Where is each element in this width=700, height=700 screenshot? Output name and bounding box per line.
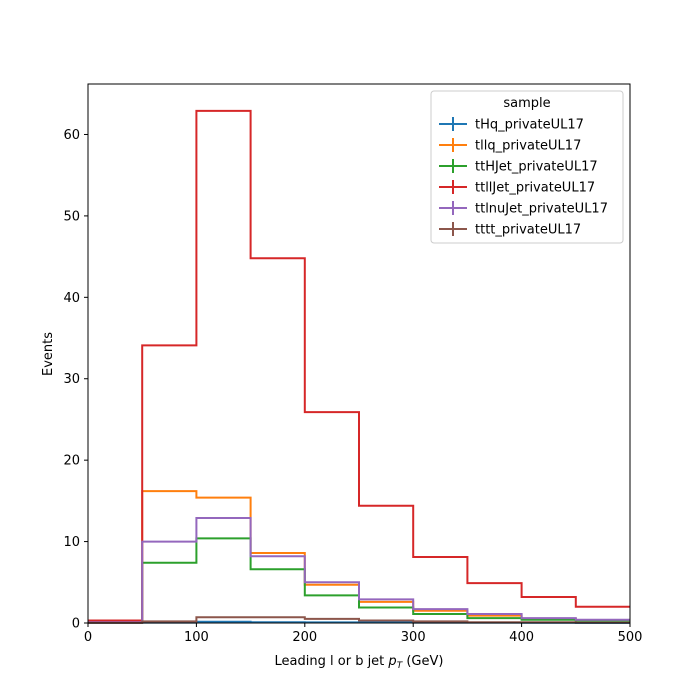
legend-box <box>430 90 624 244</box>
legend-entry-tHq_privateUL17: tHq_privateUL17 <box>439 117 584 133</box>
legend-entry-tttt_privateUL17: tttt_privateUL17 <box>439 222 581 238</box>
ticks-layer: 0 100 200 300 400 500 0 10 20 30 40 50 60 <box>63 128 642 645</box>
y-tick-label: 30 <box>63 372 80 387</box>
y-tick-label: 40 <box>63 291 80 306</box>
legend-label: ttlnuJet_privateUL17 <box>475 202 608 217</box>
series-line-ttllJet_privateUL17 <box>88 109 630 622</box>
x-tick-label: 300 <box>401 630 426 645</box>
x-tick-label: 0 <box>84 630 92 645</box>
x-tick-label: 200 <box>292 630 317 645</box>
legend: sample tHq_privateUL17 tllq_privateUL17tt… <box>430 90 624 244</box>
legend-label: tllq_privateUL17 <box>475 139 581 154</box>
legend-label: ttllJet_privateUL17 <box>475 181 595 196</box>
series-line-ttHJet_privateUL17 <box>88 537 630 624</box>
y-tick-label: 10 <box>63 535 80 550</box>
legend-label: tttt_privateUL17 <box>475 223 581 238</box>
legend-label: ttHJet_privateUL17 <box>475 160 598 175</box>
x-tick-label: 500 <box>618 630 643 645</box>
legend-entry-ttllJet_privateUL17: ttllJet_privateUL17 <box>439 180 595 196</box>
series-line-ttlnuJet_privateUL17 <box>88 516 630 624</box>
legend-title: sample <box>503 96 550 111</box>
x-axis-label: Leading l or b jet pT (GeV) <box>275 654 444 671</box>
y-tick-label: 0 <box>72 617 80 632</box>
series-layer <box>88 109 630 624</box>
legend-entry-tllq_privateUL17: tllq_privateUL17 <box>439 138 581 154</box>
legend-entry-ttHJet_privateUL17: ttHJet_privateUL17 <box>439 159 598 175</box>
y-tick-label: 20 <box>63 454 80 469</box>
y-tick-label: 60 <box>63 128 80 143</box>
plot-frame <box>87 83 631 624</box>
x-tick-label: 100 <box>184 630 209 645</box>
series-line-tttt_privateUL17 <box>88 616 630 624</box>
x-tick-label: 400 <box>509 630 534 645</box>
legend-items: tHq_privateUL17 tllq_privateUL17 ttHJet_pr… <box>439 117 608 238</box>
legend-entry-ttlnuJet_privateUL17: ttlnuJet_privateUL17 <box>439 201 608 217</box>
y-tick-label: 50 <box>63 209 80 224</box>
legend-label: tHq_privateUL17 <box>475 118 584 133</box>
y-axis-label: Events <box>41 332 56 376</box>
